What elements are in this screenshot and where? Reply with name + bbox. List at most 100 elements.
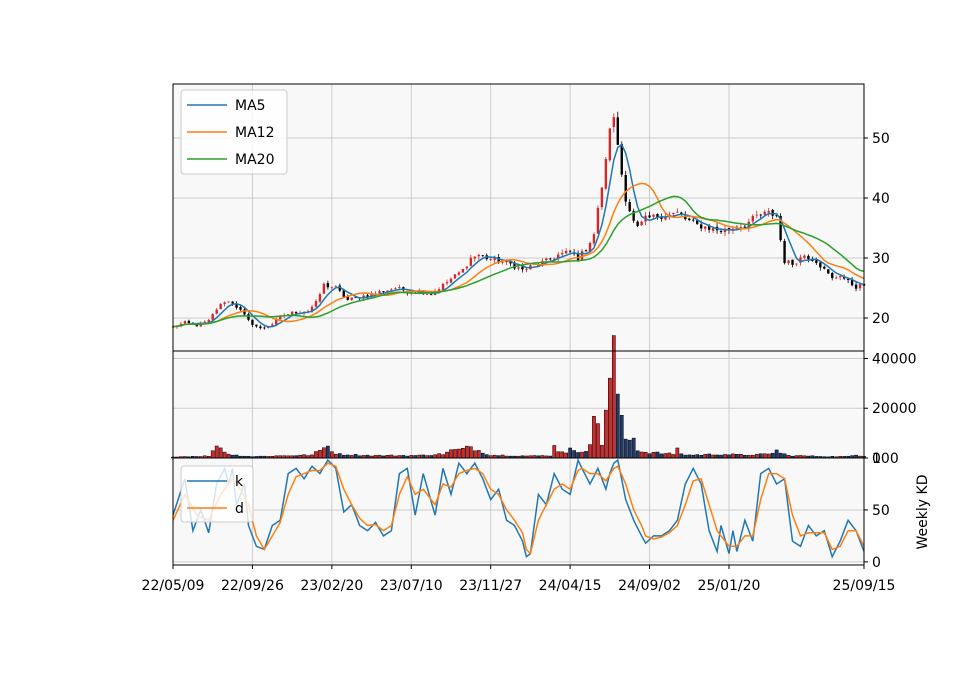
volume-bar (210, 450, 215, 459)
volume-bar (770, 452, 775, 459)
price-legend: MA5 MA12 MA20 (180, 89, 288, 175)
volume-bar (445, 451, 449, 459)
candle-body (787, 260, 790, 264)
volume-bar (604, 409, 608, 459)
legend-box (180, 89, 288, 175)
candle-body (211, 314, 214, 320)
volume-bar (461, 447, 465, 459)
legend-label-k: k (235, 474, 244, 490)
candle-body (223, 302, 226, 305)
volume-bar (476, 450, 481, 459)
y-tick-label: 100 (872, 451, 899, 467)
candle-body (807, 255, 810, 260)
volume-bar (218, 447, 223, 459)
candle-body (525, 268, 528, 270)
candle-body (775, 215, 778, 217)
candle-body (437, 289, 441, 292)
volume-bar (457, 448, 461, 459)
volume-bar (584, 451, 588, 459)
candle-body (251, 319, 254, 325)
volume-bar (556, 451, 561, 459)
candle-body (703, 226, 707, 229)
legend-label-ma5: MA5 (235, 98, 266, 114)
candle-body (823, 266, 826, 269)
volume-bar (766, 453, 771, 459)
candle-body (767, 210, 770, 213)
candle-body (592, 234, 596, 244)
candle-body (334, 286, 338, 288)
volume-bar (337, 453, 342, 459)
y-tick-label: 20000 (872, 401, 917, 417)
candle-body (477, 254, 480, 257)
candle-body (684, 215, 687, 220)
volume-bar (619, 415, 624, 459)
candle-body (362, 295, 365, 299)
candle-body (699, 224, 703, 229)
candle-body (604, 159, 608, 189)
candle-body (850, 279, 854, 286)
candle-body (255, 324, 258, 327)
candle-body (815, 260, 818, 264)
volume-bar (735, 454, 739, 459)
volume-bar (611, 335, 616, 459)
candle-body (290, 311, 294, 315)
candle-body (608, 128, 612, 161)
volume-bar (707, 453, 711, 459)
volume-bar (226, 453, 231, 459)
price-panel: 20 30 40 50 MA5 MA12 MA20 (171, 83, 890, 352)
candle-body (783, 240, 786, 263)
candle-body (727, 227, 731, 230)
candle-body (314, 301, 318, 307)
candle-body (707, 225, 711, 230)
candle-body (513, 262, 516, 269)
volume-bar (480, 452, 485, 459)
volume-bar (326, 445, 330, 459)
legend-label-ma20: MA20 (235, 152, 274, 168)
volume-bar (655, 451, 660, 459)
candle-body (481, 255, 484, 257)
y-tick-label: 50 (872, 131, 890, 147)
candle-body (517, 267, 520, 269)
candle-body (668, 214, 671, 216)
volume-bar (754, 453, 759, 459)
candle-body (489, 259, 492, 260)
candle-body (342, 290, 345, 297)
volume-bar (472, 450, 477, 459)
candle-body (545, 258, 548, 261)
candle-body (203, 321, 206, 323)
x-tick-label: 24/09/02 (618, 578, 681, 594)
candle-body (791, 259, 794, 265)
candle-body (465, 266, 469, 269)
legend-label-ma12: MA12 (235, 125, 274, 141)
volume-bar (576, 452, 580, 459)
volume-bar (564, 452, 568, 459)
volume-bar (643, 451, 648, 459)
candle-body (239, 307, 242, 310)
candle-body (382, 291, 385, 293)
candle-body (390, 289, 393, 291)
volume-bar (623, 438, 628, 459)
candle-body (227, 301, 230, 303)
candle-body (624, 175, 627, 202)
candle-body (493, 257, 496, 260)
volume-bar (774, 449, 779, 459)
volume-bar (659, 453, 664, 459)
y-tick-label: 40 (872, 191, 890, 207)
y-tick-label: 20 (872, 311, 890, 327)
candle-body (235, 303, 238, 308)
candle-body (835, 277, 838, 279)
candle-body (541, 260, 544, 266)
candle-body (429, 294, 433, 296)
candle-body (858, 284, 862, 289)
series-line-ma20 (172, 195, 865, 328)
candle-body (275, 319, 278, 325)
candle-body (711, 227, 715, 231)
volume-bar (703, 454, 707, 459)
candle-body (588, 243, 592, 252)
candle-body (259, 326, 262, 329)
x-tick-label: 24/04/15 (539, 578, 602, 594)
volume-bar (667, 452, 672, 459)
candle-body (652, 214, 655, 217)
candle-body (831, 272, 834, 279)
candle-body (207, 319, 210, 322)
